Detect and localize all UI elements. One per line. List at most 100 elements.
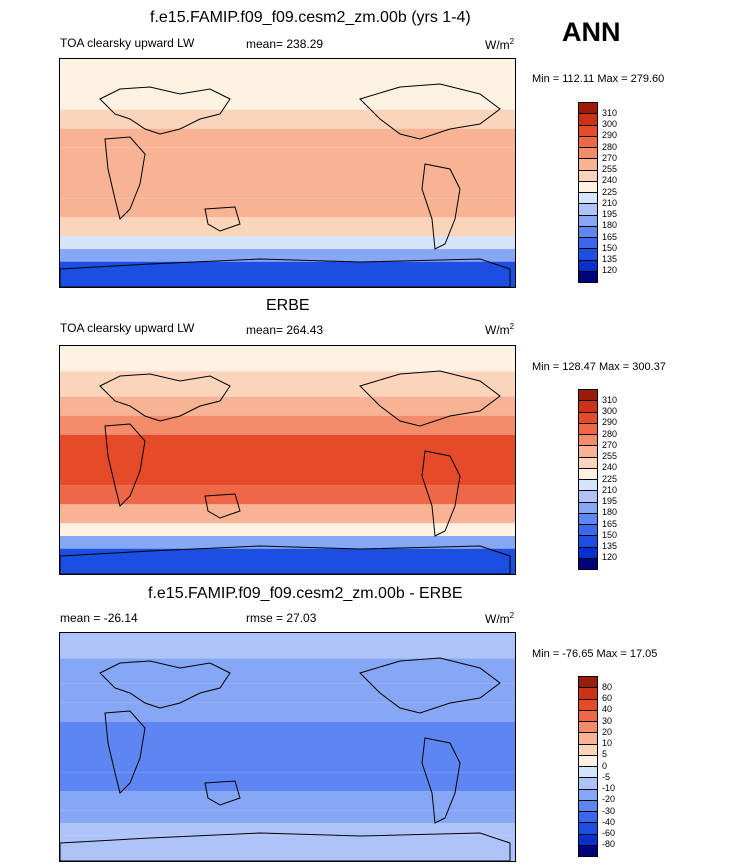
coastline-5: [60, 258, 511, 287]
lat-band-2: [60, 683, 515, 703]
lat-band-0: [60, 59, 515, 85]
colorbar-tick-label: 60: [602, 693, 613, 703]
colorbar-tick-label: 20: [602, 726, 613, 737]
colorbar-tick-label: -80: [602, 839, 616, 850]
coastline-0: [99, 373, 231, 422]
colorbar-tick-label: 310: [602, 394, 618, 405]
lat-band-9: [60, 548, 515, 574]
colorbar-tick-label: 135: [602, 541, 618, 551]
panel3-title: f.e15.FAMIP.f09_f09.cesm2_zm.00b - ERBE: [148, 585, 463, 602]
panel3-map: [59, 632, 516, 862]
lat-band-9: [60, 261, 515, 287]
colorbar-tick-label: 300: [602, 119, 618, 129]
colorbar-tick-label: 225: [602, 186, 618, 197]
colorbar-tick-label: 0: [602, 760, 608, 771]
panel1-colorbar: 310 300 290 280 270 255 240 225 210 195 180 165 150 1…: [578, 102, 638, 283]
colorbar-tick-label: 210: [602, 484, 618, 495]
coastline-4: [421, 450, 461, 537]
coastline-0: [99, 86, 231, 135]
lat-band-7: [60, 236, 515, 249]
panel1-variable: TOA clearsky upward LW: [60, 36, 195, 50]
lat-band-9: [60, 835, 515, 861]
panel1-unit: W/m2: [485, 37, 515, 52]
panel2-mean: mean= 264.43: [246, 323, 324, 337]
lat-band-4: [60, 434, 515, 486]
lat-band-6: [60, 791, 515, 811]
lat-band-5: [60, 198, 515, 218]
colorbar-cell: [578, 844, 598, 857]
coastline-1: [104, 423, 146, 507]
lat-band-1: [60, 84, 515, 110]
colorbar-tick-label: 80: [602, 681, 613, 692]
panel2-map: [59, 345, 516, 575]
panel2-minmax: Min = 128.47 Max = 300.37: [532, 361, 666, 373]
colorbar-tick-label: 5: [602, 749, 608, 760]
colorbar-tick-label: 135: [602, 254, 618, 264]
colorbar-cell: [578, 270, 598, 283]
lat-band-8: [60, 249, 515, 262]
colorbar-tick-label: -40: [602, 816, 616, 827]
lat-band-0: [60, 346, 515, 372]
colorbar-tick-label: 195: [602, 209, 618, 219]
lat-band-1: [60, 658, 515, 684]
panel1-mean: mean= 238.29: [246, 37, 324, 51]
colorbar-tick-label: 165: [602, 231, 618, 242]
colorbar-tick-label: -20: [602, 794, 616, 805]
coastline-2: [204, 493, 241, 519]
lat-band-4: [60, 721, 515, 773]
lat-band-2: [60, 396, 515, 416]
colorbar-tick-label: -5: [602, 771, 611, 782]
panel1-map: [59, 58, 516, 288]
colorbar-tick-label: 255: [602, 451, 618, 461]
lat-band-7: [60, 523, 515, 536]
lat-band-4: [60, 147, 515, 199]
colorbar-tick-label: 270: [602, 439, 618, 450]
colorbar-tick-label: 165: [602, 518, 618, 529]
panel2-title: ERBE: [266, 297, 310, 314]
coastline-3: [359, 83, 501, 140]
coastline-5: [60, 545, 511, 574]
colorbar-tick-label: 180: [602, 220, 618, 231]
panel3-unit: W/m2: [485, 611, 515, 626]
colorbar-tick-label: 30: [602, 715, 613, 726]
colorbar-tick-label: 290: [602, 130, 618, 141]
panel3-minmax: Min = -76.65 Max = 17.05: [532, 648, 658, 660]
panel2-colorbar: 310 300 290 280 270 255 240 225 210 195 180 165 150 1…: [578, 389, 638, 570]
lat-band-2: [60, 109, 515, 129]
lat-band-8: [60, 536, 515, 549]
coastline-4: [421, 163, 461, 250]
colorbar-tick-label: 300: [602, 406, 618, 416]
colorbar-tick-label: 270: [602, 152, 618, 163]
coastline-3: [359, 657, 501, 714]
colorbar-tick-label: 150: [602, 529, 618, 540]
colorbar-tick-label: 290: [602, 417, 618, 428]
colorbar-tick-label: 195: [602, 496, 618, 506]
colorbar-tick-label: 120: [602, 265, 618, 276]
colorbar-tick-label: -60: [602, 828, 616, 838]
colorbar-cell: [578, 557, 598, 570]
coastline-2: [204, 780, 241, 806]
panel1-title: f.e15.FAMIP.f09_f09.cesm2_zm.00b (yrs 1-…: [150, 9, 471, 26]
panel2-unit: W/m2: [485, 322, 515, 337]
colorbar-tick-label: 280: [602, 141, 618, 152]
season-label: ANN: [562, 17, 621, 47]
coastline-3: [359, 370, 501, 427]
panel3-rmse: rmse = 27.03: [246, 611, 317, 625]
lat-band-1: [60, 371, 515, 397]
lat-band-3: [60, 702, 515, 722]
colorbar-tick-label: -10: [602, 783, 616, 793]
panel1-minmax: Min = 112.11 Max = 279.60: [532, 73, 665, 85]
lat-band-5: [60, 485, 515, 505]
colorbar-tick-label: 180: [602, 507, 618, 518]
colorbar-tick-label: 120: [602, 552, 618, 563]
panel3-colorbar: 80 60 40 30 20 10 5 0 -5 -10 -20 -30 -40 -60 -80: [578, 676, 638, 857]
panel2-variable: TOA clearsky upward LW: [60, 321, 195, 335]
coastline-5: [60, 832, 511, 861]
lat-band-6: [60, 217, 515, 237]
lat-band-7: [60, 810, 515, 823]
colorbar-tick-label: -30: [602, 805, 616, 816]
coastline-0: [99, 660, 231, 709]
lat-band-0: [60, 633, 515, 659]
colorbar-tick-label: 40: [602, 704, 613, 715]
lat-band-6: [60, 504, 515, 524]
